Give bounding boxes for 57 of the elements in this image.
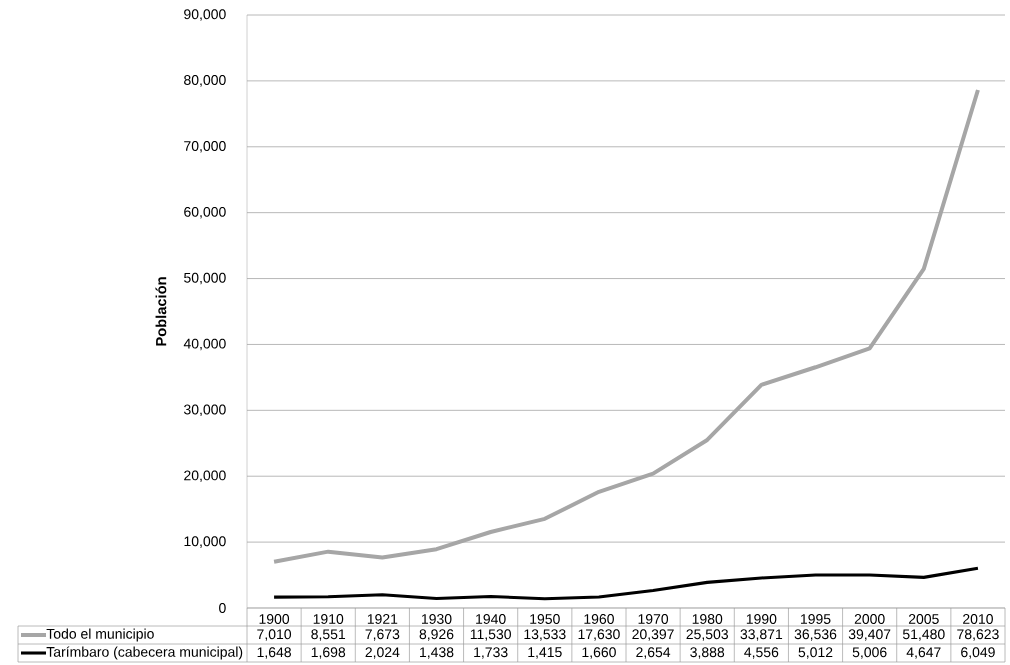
x-tick-label: 1960 (584, 614, 614, 624)
x-tick-label: 1900 (259, 614, 290, 624)
x-tick-label: 1950 (530, 614, 560, 624)
legend-label: Tarímbaro (cabecera municipal) (46, 646, 243, 660)
data-label: 78,623 (957, 629, 999, 641)
data-label: 20,397 (632, 629, 674, 641)
legend-label: Todo el municipio (46, 628, 154, 642)
y-tick-label: 20,000 (184, 470, 226, 483)
x-tick-label: 1970 (638, 614, 669, 624)
y-tick-label: 70,000 (184, 141, 226, 153)
data-label: 4,647 (906, 647, 941, 659)
x-tick-label: 1940 (476, 614, 506, 624)
y-tick-label: 0 (219, 603, 226, 613)
x-tick-label: 1980 (692, 614, 723, 624)
x-tick-label: 2010 (963, 614, 993, 624)
data-label: 17,630 (578, 629, 620, 641)
y-tick-label: 10,000 (184, 536, 226, 548)
y-axis-title: Población (155, 277, 167, 346)
data-label: 1,648 (257, 647, 291, 659)
data-label: 5,006 (852, 647, 887, 659)
y-tick-label: 60,000 (184, 206, 226, 219)
data-label: 1,438 (420, 647, 454, 659)
data-label: 1,415 (528, 647, 562, 659)
y-tick-label: 50,000 (184, 272, 226, 285)
data-label: 6,049 (961, 647, 995, 659)
data-label: 13,533 (524, 629, 566, 641)
x-tick-label: 1930 (422, 614, 452, 624)
data-label: 8,551 (311, 629, 346, 641)
data-label: 1,698 (311, 647, 346, 659)
x-tick-label: 1995 (801, 614, 831, 624)
y-tick-label: 30,000 (184, 404, 226, 417)
data-label: 1,733 (474, 647, 508, 659)
x-tick-label: 1910 (313, 614, 344, 624)
data-label: 33,871 (740, 629, 783, 641)
data-label: 2,024 (365, 647, 400, 659)
data-label: 2,654 (636, 647, 671, 659)
data-label: 1,660 (582, 647, 616, 659)
x-tick-label: 1990 (746, 614, 777, 624)
line-series (272, 566, 980, 601)
data-label: 25,503 (686, 629, 729, 641)
data-label: 7,673 (365, 629, 400, 641)
x-tick-label: 1921 (367, 614, 398, 624)
data-label: 8,926 (419, 629, 454, 641)
data-label: 51,480 (902, 629, 945, 641)
data-label: 7,010 (257, 629, 292, 641)
data-label: 4,556 (744, 647, 779, 659)
x-tick-label: 2005 (908, 614, 939, 624)
data-label: 39,407 (848, 629, 891, 641)
line-series (272, 87, 980, 564)
y-tick-label: 40,000 (183, 338, 226, 351)
y-tick-label: 90,000 (184, 9, 226, 21)
y-tick-label: 80,000 (184, 75, 226, 87)
data-label: 11,530 (470, 629, 511, 641)
data-label: 5,012 (798, 647, 833, 659)
data-label: 36,536 (794, 629, 837, 641)
x-tick-label: 2000 (854, 614, 885, 624)
data-label: 3,888 (690, 647, 725, 659)
